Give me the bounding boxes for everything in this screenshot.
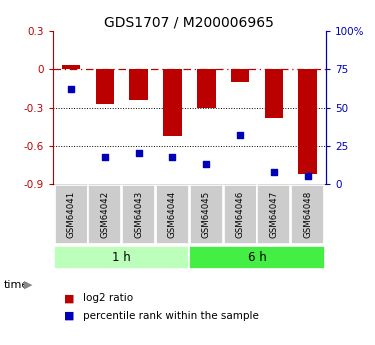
Bar [197, 69, 216, 108]
Bar [88, 185, 122, 244]
Text: GSM64047: GSM64047 [269, 191, 278, 238]
Point [271, 169, 277, 175]
Point [136, 151, 142, 156]
Text: GSM64048: GSM64048 [303, 191, 312, 238]
Bar [224, 185, 256, 244]
Point [304, 174, 310, 179]
Bar [96, 69, 114, 104]
Text: time: time [4, 280, 29, 289]
Bar [190, 185, 223, 244]
Point [203, 161, 209, 167]
Bar [129, 69, 148, 100]
Bar [298, 69, 317, 174]
Text: GSM64045: GSM64045 [202, 191, 211, 238]
Point [170, 154, 176, 159]
Bar [163, 69, 182, 136]
Text: GSM64043: GSM64043 [134, 191, 143, 238]
Text: ■: ■ [64, 294, 74, 303]
Text: ▶: ▶ [24, 280, 33, 289]
Point [68, 87, 74, 92]
Bar [54, 185, 88, 244]
Bar [62, 66, 80, 69]
Text: 6 h: 6 h [248, 251, 266, 264]
Bar [156, 185, 189, 244]
Text: GSM64044: GSM64044 [168, 191, 177, 238]
Text: 1 h: 1 h [112, 251, 131, 264]
Text: log2 ratio: log2 ratio [82, 294, 133, 303]
Text: percentile rank within the sample: percentile rank within the sample [82, 311, 258, 321]
Text: GSM64046: GSM64046 [236, 191, 244, 238]
Title: GDS1707 / M200006965: GDS1707 / M200006965 [104, 16, 274, 30]
Text: ■: ■ [64, 311, 74, 321]
Point [102, 154, 108, 159]
Bar [265, 69, 283, 118]
Bar [291, 185, 324, 244]
Bar [231, 69, 249, 82]
Bar [257, 185, 290, 244]
Bar [54, 246, 189, 269]
Bar [189, 246, 324, 269]
Point [237, 132, 243, 138]
Text: GSM64041: GSM64041 [67, 191, 76, 238]
Bar [122, 185, 155, 244]
Text: GSM64042: GSM64042 [100, 191, 109, 238]
